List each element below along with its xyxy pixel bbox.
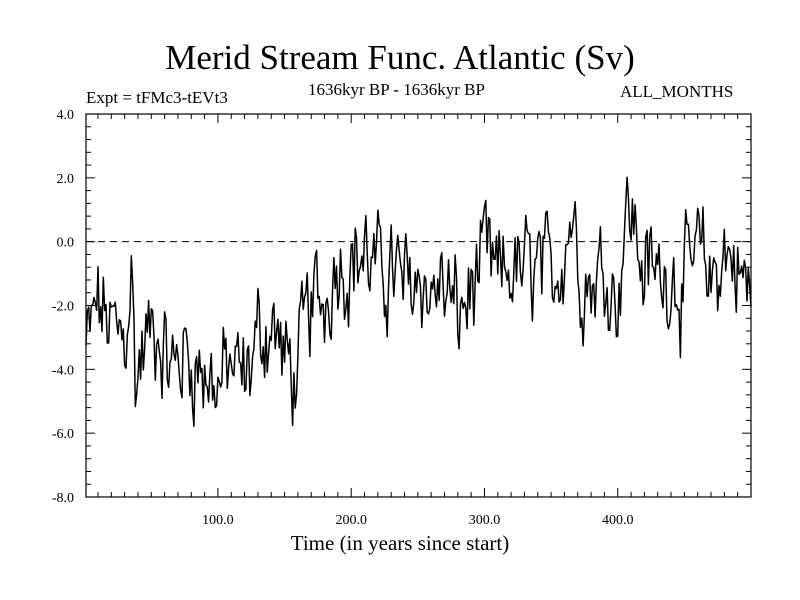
y-tick-label: 4.0 — [57, 108, 75, 123]
period-label: 1636kyr BP - 1636kyr BP — [308, 80, 485, 99]
y-tick-label: 0.0 — [57, 236, 75, 251]
x-tick-label: 300.0 — [469, 513, 501, 528]
plot-frame — [85, 113, 752, 498]
y-tick-label: 2.0 — [57, 172, 75, 187]
x-tick-label: 100.0 — [202, 513, 234, 528]
y-tick-label: -2.0 — [52, 300, 74, 315]
y-tick-label: -8.0 — [52, 491, 74, 506]
x-tick-label: 200.0 — [335, 513, 367, 528]
x-tick-label: 400.0 — [602, 513, 634, 528]
chart-title: Merid Stream Func. Atlantic (Sv) — [165, 38, 635, 77]
series-line — [85, 176, 752, 427]
y-tick-label: -4.0 — [52, 363, 74, 378]
experiment-label: Expt = tFMc3-tEVt3 — [86, 88, 228, 107]
y-tick-label: -6.0 — [52, 427, 74, 442]
months-label: ALL_MONTHS — [620, 82, 734, 101]
x-axis-label: Time (in years since start) — [290, 531, 510, 555]
